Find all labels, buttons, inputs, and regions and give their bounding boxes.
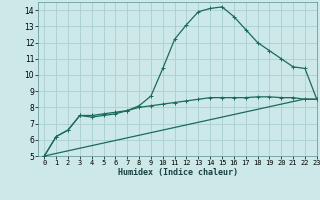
X-axis label: Humidex (Indice chaleur): Humidex (Indice chaleur) (118, 168, 238, 177)
